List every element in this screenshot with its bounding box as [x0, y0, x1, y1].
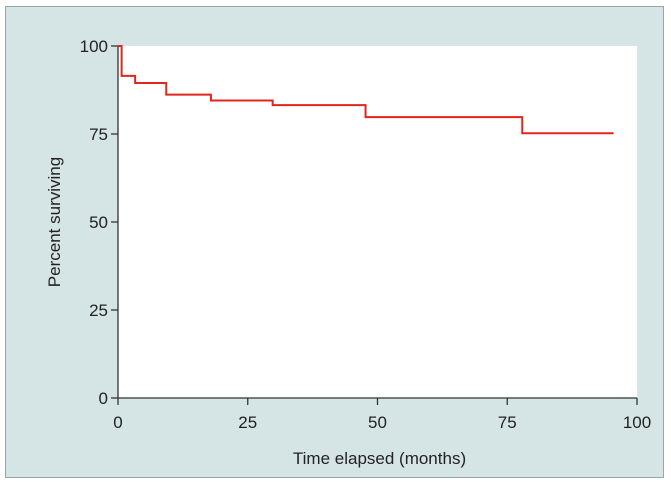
- x-tick-label-0: 0: [113, 413, 122, 432]
- y-tick-label-25: 25: [89, 301, 108, 320]
- series-line-survival: [118, 45, 614, 135]
- y-tick-label-100: 100: [80, 37, 108, 56]
- tick-marks: [111, 45, 638, 405]
- x-tick-label-50: 50: [368, 413, 387, 432]
- y-tick-label-50: 50: [89, 213, 108, 232]
- plot-area: [118, 46, 637, 398]
- x-tick-label-75: 75: [498, 413, 517, 432]
- x-axis-label: Time elapsed (months): [293, 449, 466, 468]
- tick-labels: 0 25 50 75 100 0 25 50 75 100: [80, 37, 652, 432]
- y-tick-label-75: 75: [89, 125, 108, 144]
- x-tick-label-100: 100: [623, 413, 651, 432]
- y-axis-label: Percent surviving: [45, 157, 64, 287]
- x-tick-label-25: 25: [238, 413, 257, 432]
- y-tick-label-0: 0: [99, 389, 108, 408]
